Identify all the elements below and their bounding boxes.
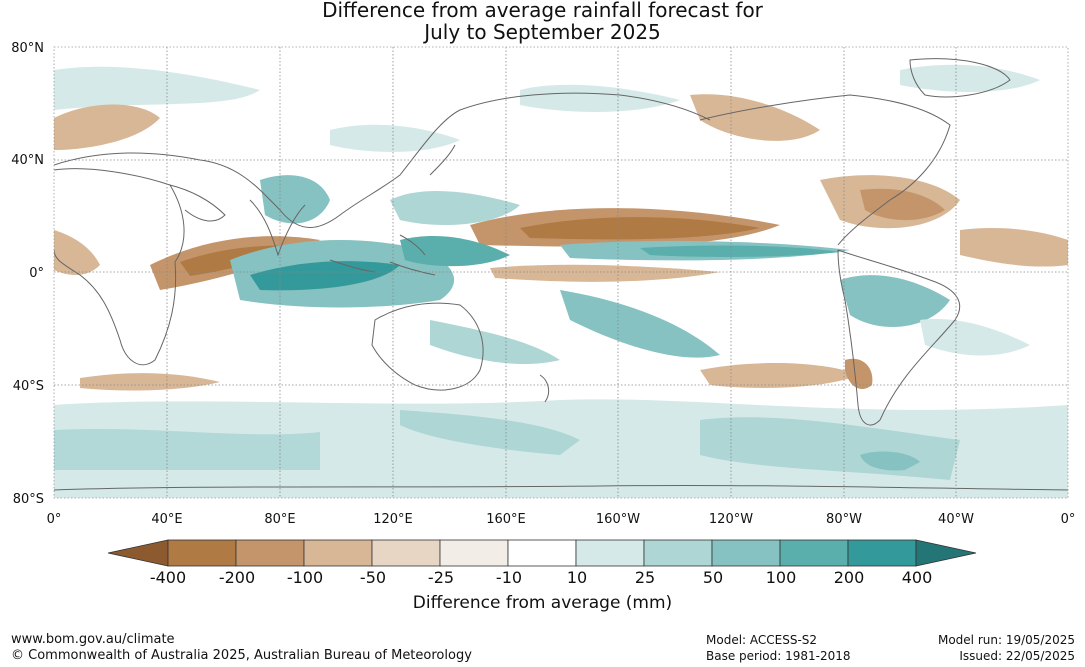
colorbar-title: Difference from average (mm)	[412, 593, 673, 613]
colorbar-label: 100	[765, 568, 797, 587]
colorbar-cell	[575, 539, 645, 567]
lon-label-0-east: 0°	[1061, 512, 1076, 527]
anomaly-fields	[54, 47, 1068, 498]
colorbar-label: 25	[634, 568, 656, 587]
graticule	[54, 47, 1068, 498]
map-frame	[53, 46, 1069, 499]
japan-coast	[429, 144, 456, 176]
model-text: Model: ACCESS-S2	[706, 633, 818, 647]
colorbar-extend-low	[107, 539, 169, 567]
map-title-line1: Difference from average rainfall forecas…	[322, 0, 763, 22]
colorbar-label: 10	[566, 568, 588, 587]
lon-label-40e: 40°E	[151, 512, 182, 527]
lat-label-40s: 40°S	[13, 379, 44, 394]
greenland-coast	[909, 58, 1011, 98]
south-america-coast	[837, 249, 961, 426]
colorbar-label: -25	[427, 568, 455, 587]
lon-label-120e: 120°E	[373, 512, 413, 527]
lat-label-40n: 40°N	[11, 153, 44, 168]
issued-text: Issued: 22/05/2025	[959, 649, 1075, 663]
colorbar-cell	[167, 539, 237, 567]
colorbar-cell	[371, 539, 441, 567]
india-coast	[249, 199, 306, 257]
colorbar-cell	[235, 539, 305, 567]
north-america-coast	[699, 94, 951, 246]
colorbar-label: -10	[495, 568, 523, 587]
lon-label-160e: 160°E	[486, 512, 526, 527]
rainfall-map: 80°N 40°N 0° 40°S 80°S 0° 40°E 80°E 120°…	[11, 41, 1076, 527]
colorbar-cell	[711, 539, 781, 567]
colorbar-cell	[847, 539, 917, 567]
new-zealand-coast	[539, 374, 550, 403]
colorbar-cell	[643, 539, 713, 567]
colorbar-label: -50	[359, 568, 387, 587]
colorbar-label: -200	[218, 568, 256, 587]
colorbar-label: 200	[833, 568, 865, 587]
colorbar-cell	[439, 539, 509, 567]
colorbar-cell	[779, 539, 849, 567]
colorbar-cell	[303, 539, 373, 567]
colorbar-label: -100	[286, 568, 324, 587]
lat-label-0: 0°	[29, 266, 44, 281]
lon-label-40w: 40°W	[938, 512, 974, 527]
lon-label-80w: 80°W	[826, 512, 862, 527]
antarctica-coast	[54, 484, 1068, 491]
colorbar-label: -400	[149, 568, 187, 587]
lat-label-80n: 80°N	[11, 41, 44, 56]
lat-label-80s: 80°S	[13, 492, 44, 507]
lon-label-80e: 80°E	[264, 512, 295, 527]
eurasia-coast	[54, 92, 711, 228]
colorbar-extend-high	[915, 539, 977, 567]
coastlines	[54, 58, 1068, 491]
lon-label-160w: 160°W	[596, 512, 640, 527]
colorbar	[107, 539, 977, 567]
website-text: www.bom.gov.au/climate	[11, 632, 175, 647]
base-period-text: Base period: 1981-2018	[706, 649, 851, 663]
indonesia-coast	[329, 234, 436, 276]
lon-label-0-west: 0°	[47, 512, 62, 527]
map-title-line2: July to September 2025	[424, 20, 661, 44]
australia-coast	[371, 302, 484, 391]
copyright-text: © Commonwealth of Australia 2025, Austra…	[11, 648, 472, 663]
lon-label-120w: 120°W	[709, 512, 753, 527]
colorbar-cell	[507, 539, 577, 567]
colorbar-label: 400	[901, 568, 933, 587]
africa-coast	[54, 168, 185, 366]
colorbar-label: 50	[702, 568, 724, 587]
model-run-text: Model run: 19/05/2025	[937, 633, 1075, 647]
arabia-coast	[169, 184, 226, 222]
